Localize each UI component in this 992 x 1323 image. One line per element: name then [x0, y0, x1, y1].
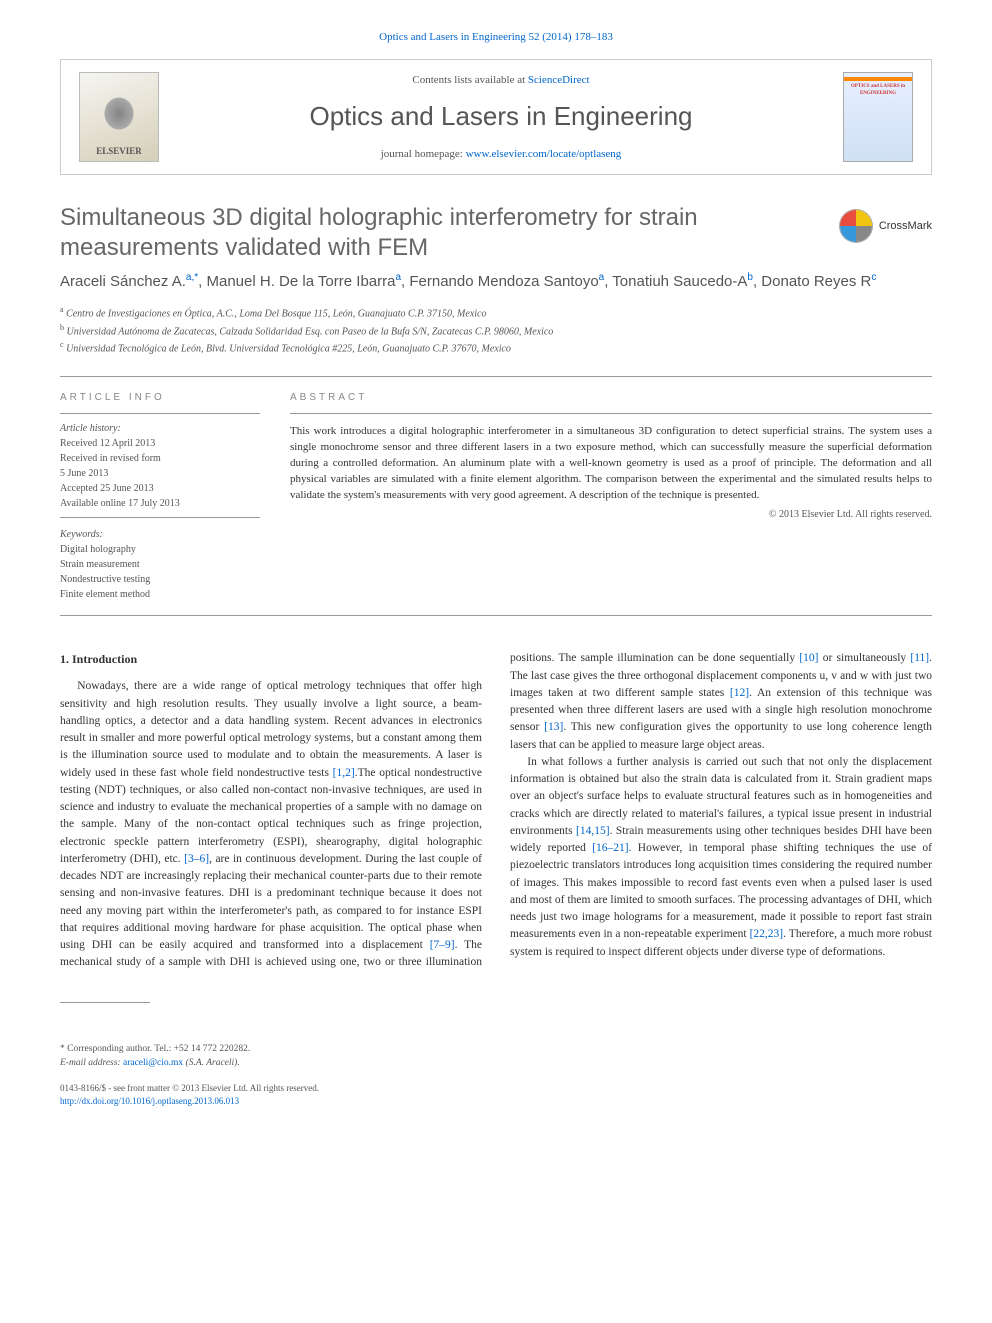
article-info-column: ARTICLE INFO Article history: Received 1…: [60, 391, 260, 603]
elsevier-label: ELSEVIER: [96, 145, 142, 158]
email-name: (S.A. Araceli).: [183, 1058, 240, 1068]
title-row: Simultaneous 3D digital holographic inte…: [60, 203, 932, 263]
cite-12[interactable]: [12]: [730, 687, 749, 699]
keywords-label: Keywords:: [60, 528, 260, 542]
history-line: Available online 17 July 2013: [60, 497, 260, 511]
contents-line: Contents lists available at ScienceDirec…: [159, 73, 843, 88]
main-body: 1. Introduction Nowadays, there are a wi…: [60, 650, 932, 971]
cite-3-6[interactable]: [3–6]: [184, 853, 209, 865]
cite-14-15[interactable]: [14,15]: [576, 825, 610, 837]
section-heading: 1. Introduction: [60, 650, 482, 668]
history-line: Received in revised form: [60, 452, 260, 466]
corr-text: Corresponding author. Tel.: +52 14 772 2…: [67, 1044, 250, 1054]
homepage-prefix: journal homepage:: [381, 148, 466, 160]
keywords-block: Keywords: Digital holographyStrain measu…: [60, 528, 260, 602]
history-line: Received 12 April 2013: [60, 437, 260, 451]
crossmark-badge[interactable]: CrossMark: [839, 209, 932, 243]
journal-homepage: journal homepage: www.elsevier.com/locat…: [159, 147, 843, 162]
meta-abstract-row: ARTICLE INFO Article history: Received 1…: [60, 377, 932, 615]
doi-line: http://dx.doi.org/10.1016/j.optlaseng.20…: [60, 1095, 932, 1108]
email-link[interactable]: araceli@cio.mx: [123, 1058, 183, 1068]
cite-13[interactable]: [13]: [544, 721, 563, 733]
article-history-label: Article history:: [60, 422, 260, 436]
info-rule: [60, 413, 260, 414]
history-line: Accepted 25 June 2013: [60, 482, 260, 496]
abstract-rule: [290, 413, 932, 414]
cite-16-21[interactable]: [16–21]: [592, 842, 628, 854]
cite-11[interactable]: [11]: [910, 652, 929, 664]
info-rule-2: [60, 517, 260, 518]
keyword: Nondestructive testing: [60, 573, 260, 587]
cover-stripe: [844, 77, 912, 81]
article-title: Simultaneous 3D digital holographic inte…: [60, 203, 819, 263]
affiliation: a Centro de Investigaciones en Óptica, A…: [60, 304, 932, 321]
elsevier-logo: ELSEVIER: [79, 72, 159, 162]
elsevier-tree-icon: [94, 86, 144, 141]
cite-1-2[interactable]: [1,2]: [333, 767, 355, 779]
contents-prefix: Contents lists available at: [412, 74, 527, 86]
journal-header-box: ELSEVIER Contents lists available at Sci…: [60, 59, 932, 175]
abstract-column: ABSTRACT This work introduces a digital …: [290, 391, 932, 603]
authors-list: Araceli Sánchez A.a,*, Manuel H. De la T…: [60, 271, 932, 292]
email-label: E-mail address:: [60, 1058, 123, 1068]
cite-7-9[interactable]: [7–9]: [430, 939, 455, 951]
cite-22-23[interactable]: [22,23]: [750, 928, 784, 940]
keyword: Strain measurement: [60, 558, 260, 572]
affiliation: c Universidad Tecnológica de León, Blvd.…: [60, 339, 932, 356]
keyword: Digital holography: [60, 543, 260, 557]
journal-cover-thumbnail: OPTICS and LASERS in ENGINEERING: [843, 72, 913, 162]
email-line: E-mail address: araceli@cio.mx (S.A. Ara…: [60, 1057, 932, 1070]
corr-sup: *: [60, 1044, 65, 1054]
corresponding-author: * Corresponding author. Tel.: +52 14 772…: [60, 1043, 932, 1056]
abstract-label: ABSTRACT: [290, 391, 932, 405]
article-info-label: ARTICLE INFO: [60, 391, 260, 405]
rule-bottom: [60, 615, 932, 616]
footnote-rule: [60, 1002, 150, 1003]
journal-citation: Optics and Lasers in Engineering 52 (201…: [60, 30, 932, 45]
footer: * Corresponding author. Tel.: +52 14 772…: [60, 1043, 932, 1108]
doi-link[interactable]: http://dx.doi.org/10.1016/j.optlaseng.20…: [60, 1096, 239, 1106]
crossmark-label: CrossMark: [879, 219, 932, 234]
journal-title: Optics and Lasers in Engineering: [159, 98, 843, 134]
keyword: Finite element method: [60, 588, 260, 602]
paragraph-2: In what follows a further analysis is ca…: [510, 754, 932, 961]
affiliation: b Universidad Autónoma de Zacatecas, Cal…: [60, 322, 932, 339]
affiliations: a Centro de Investigaciones en Óptica, A…: [60, 304, 932, 356]
cover-text: OPTICS and LASERS in ENGINEERING: [844, 83, 912, 97]
crossmark-icon: [839, 209, 873, 243]
sciencedirect-link[interactable]: ScienceDirect: [528, 74, 590, 86]
cite-10[interactable]: [10]: [799, 652, 818, 664]
abstract-text: This work introduces a digital holograph…: [290, 424, 932, 504]
issn-line: 0143-8166/$ - see front matter © 2013 El…: [60, 1082, 932, 1095]
journal-header-center: Contents lists available at ScienceDirec…: [159, 73, 843, 162]
history-line: 5 June 2013: [60, 467, 260, 481]
homepage-link[interactable]: www.elsevier.com/locate/optlaseng: [466, 148, 622, 160]
abstract-copyright: © 2013 Elsevier Ltd. All rights reserved…: [290, 508, 932, 522]
